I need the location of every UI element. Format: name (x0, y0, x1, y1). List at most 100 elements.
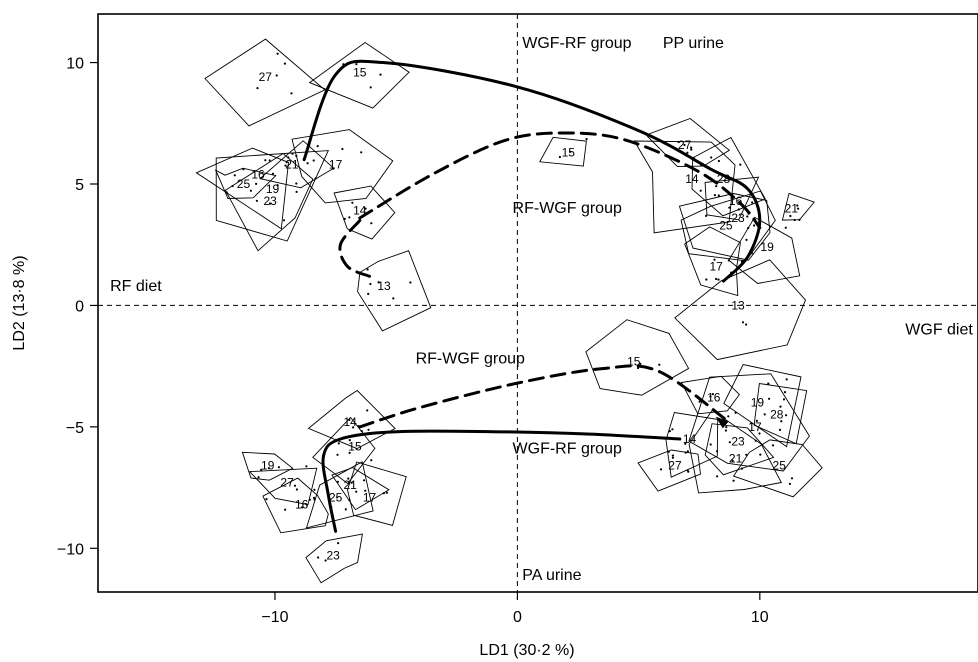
sample-point (658, 363, 661, 366)
y-axis-label: LD2 (13·8 %) (11, 255, 28, 350)
sample-point (767, 382, 770, 385)
sample-point (788, 482, 792, 485)
sample-point (341, 147, 344, 151)
polygon-label: 14 (343, 415, 357, 429)
sample-point (348, 451, 351, 454)
polygon-label: 23 (731, 434, 745, 448)
sample-point (382, 492, 385, 495)
sample-point (751, 201, 754, 204)
sample-point (784, 226, 787, 229)
sample-point (295, 154, 298, 157)
polygon-label: 23 (263, 194, 277, 208)
sample-point (768, 397, 771, 400)
sample-point (363, 479, 366, 482)
sample-point (771, 444, 775, 447)
sample-point (790, 477, 794, 480)
polygon-label: 13 (377, 279, 391, 293)
y-tick-label: −5 (66, 420, 84, 437)
polygon-label: 14 (685, 172, 699, 186)
sample-point (716, 450, 719, 453)
arrowhead (715, 416, 729, 429)
sample-point (284, 508, 287, 511)
polygon-label: 27 (668, 459, 682, 473)
dashed-trajectory (358, 131, 762, 230)
sample-point (282, 219, 286, 222)
sample-point (659, 468, 663, 471)
sample-point (727, 259, 730, 262)
group-outline (357, 250, 432, 332)
sample-point (370, 459, 373, 462)
group-outline (585, 319, 690, 396)
polygon-label: 19 (751, 396, 765, 410)
group-outline (539, 136, 587, 167)
sample-point (276, 184, 279, 187)
sample-point (677, 140, 680, 144)
sample-point (731, 459, 734, 462)
annotations: WGF-RF group PP urine RF-WGF group RF diet W… (110, 35, 973, 584)
sample-point (798, 218, 801, 221)
sample-point (690, 146, 693, 149)
group-outline (248, 467, 318, 506)
polygon-label: 16 (707, 391, 721, 405)
sample-point (268, 159, 271, 162)
sample-point (313, 498, 316, 501)
sample-point (754, 439, 757, 442)
sample-point (639, 362, 642, 365)
sample-point (740, 467, 744, 470)
sample-point (265, 498, 268, 501)
sample-point (332, 167, 335, 170)
sample-point (337, 542, 340, 545)
annotation-text: RF-WGF group (416, 351, 525, 368)
sample-point (255, 182, 258, 185)
sample-point (348, 439, 351, 442)
sample-point (355, 490, 358, 493)
x-tick-label: 10 (751, 609, 769, 626)
sample-point (283, 62, 286, 65)
sample-point (231, 184, 234, 188)
polygon-label: 15 (353, 65, 367, 79)
sample-point (379, 73, 382, 76)
sample-point (336, 453, 339, 456)
group-outline (305, 461, 374, 529)
sample-point (763, 413, 766, 416)
sample-point (317, 556, 320, 559)
sample-point (360, 151, 363, 154)
sample-point (758, 432, 761, 435)
sample-point (295, 488, 298, 491)
sample-point (741, 321, 745, 324)
sample-point (287, 156, 290, 159)
annotation-text: WGF diet (905, 322, 973, 339)
sample-point (716, 475, 719, 478)
sample-point (225, 191, 228, 194)
sample-point (783, 391, 787, 394)
sample-point (732, 479, 735, 482)
annotation-text: PP urine (663, 35, 724, 52)
dashed-trajectory (338, 218, 371, 278)
group-outline (259, 140, 335, 189)
polygon-label: 21 (343, 478, 357, 492)
sample-point (705, 278, 708, 281)
sample-point (709, 395, 712, 398)
sample-point (364, 489, 367, 492)
sample-point (667, 450, 670, 453)
group-outline (204, 38, 326, 127)
solid-trajectory (302, 59, 762, 283)
sample-point (392, 297, 395, 300)
group-outline (637, 449, 701, 492)
group-outline (678, 193, 771, 261)
x-tick-label: −10 (261, 609, 288, 626)
polygon-label: 23 (731, 211, 745, 225)
sample-point (745, 453, 748, 456)
sample-point (789, 214, 792, 218)
polygon-label: 19 (760, 240, 774, 254)
y-tick-label: 0 (75, 298, 84, 315)
sample-point (268, 202, 272, 205)
group-outline (215, 150, 330, 242)
sample-point (734, 411, 737, 414)
sample-point (569, 150, 572, 153)
annotation-text: RF diet (110, 278, 162, 295)
sample-point (746, 215, 749, 218)
sample-point (690, 148, 693, 151)
group-outline (645, 117, 731, 168)
